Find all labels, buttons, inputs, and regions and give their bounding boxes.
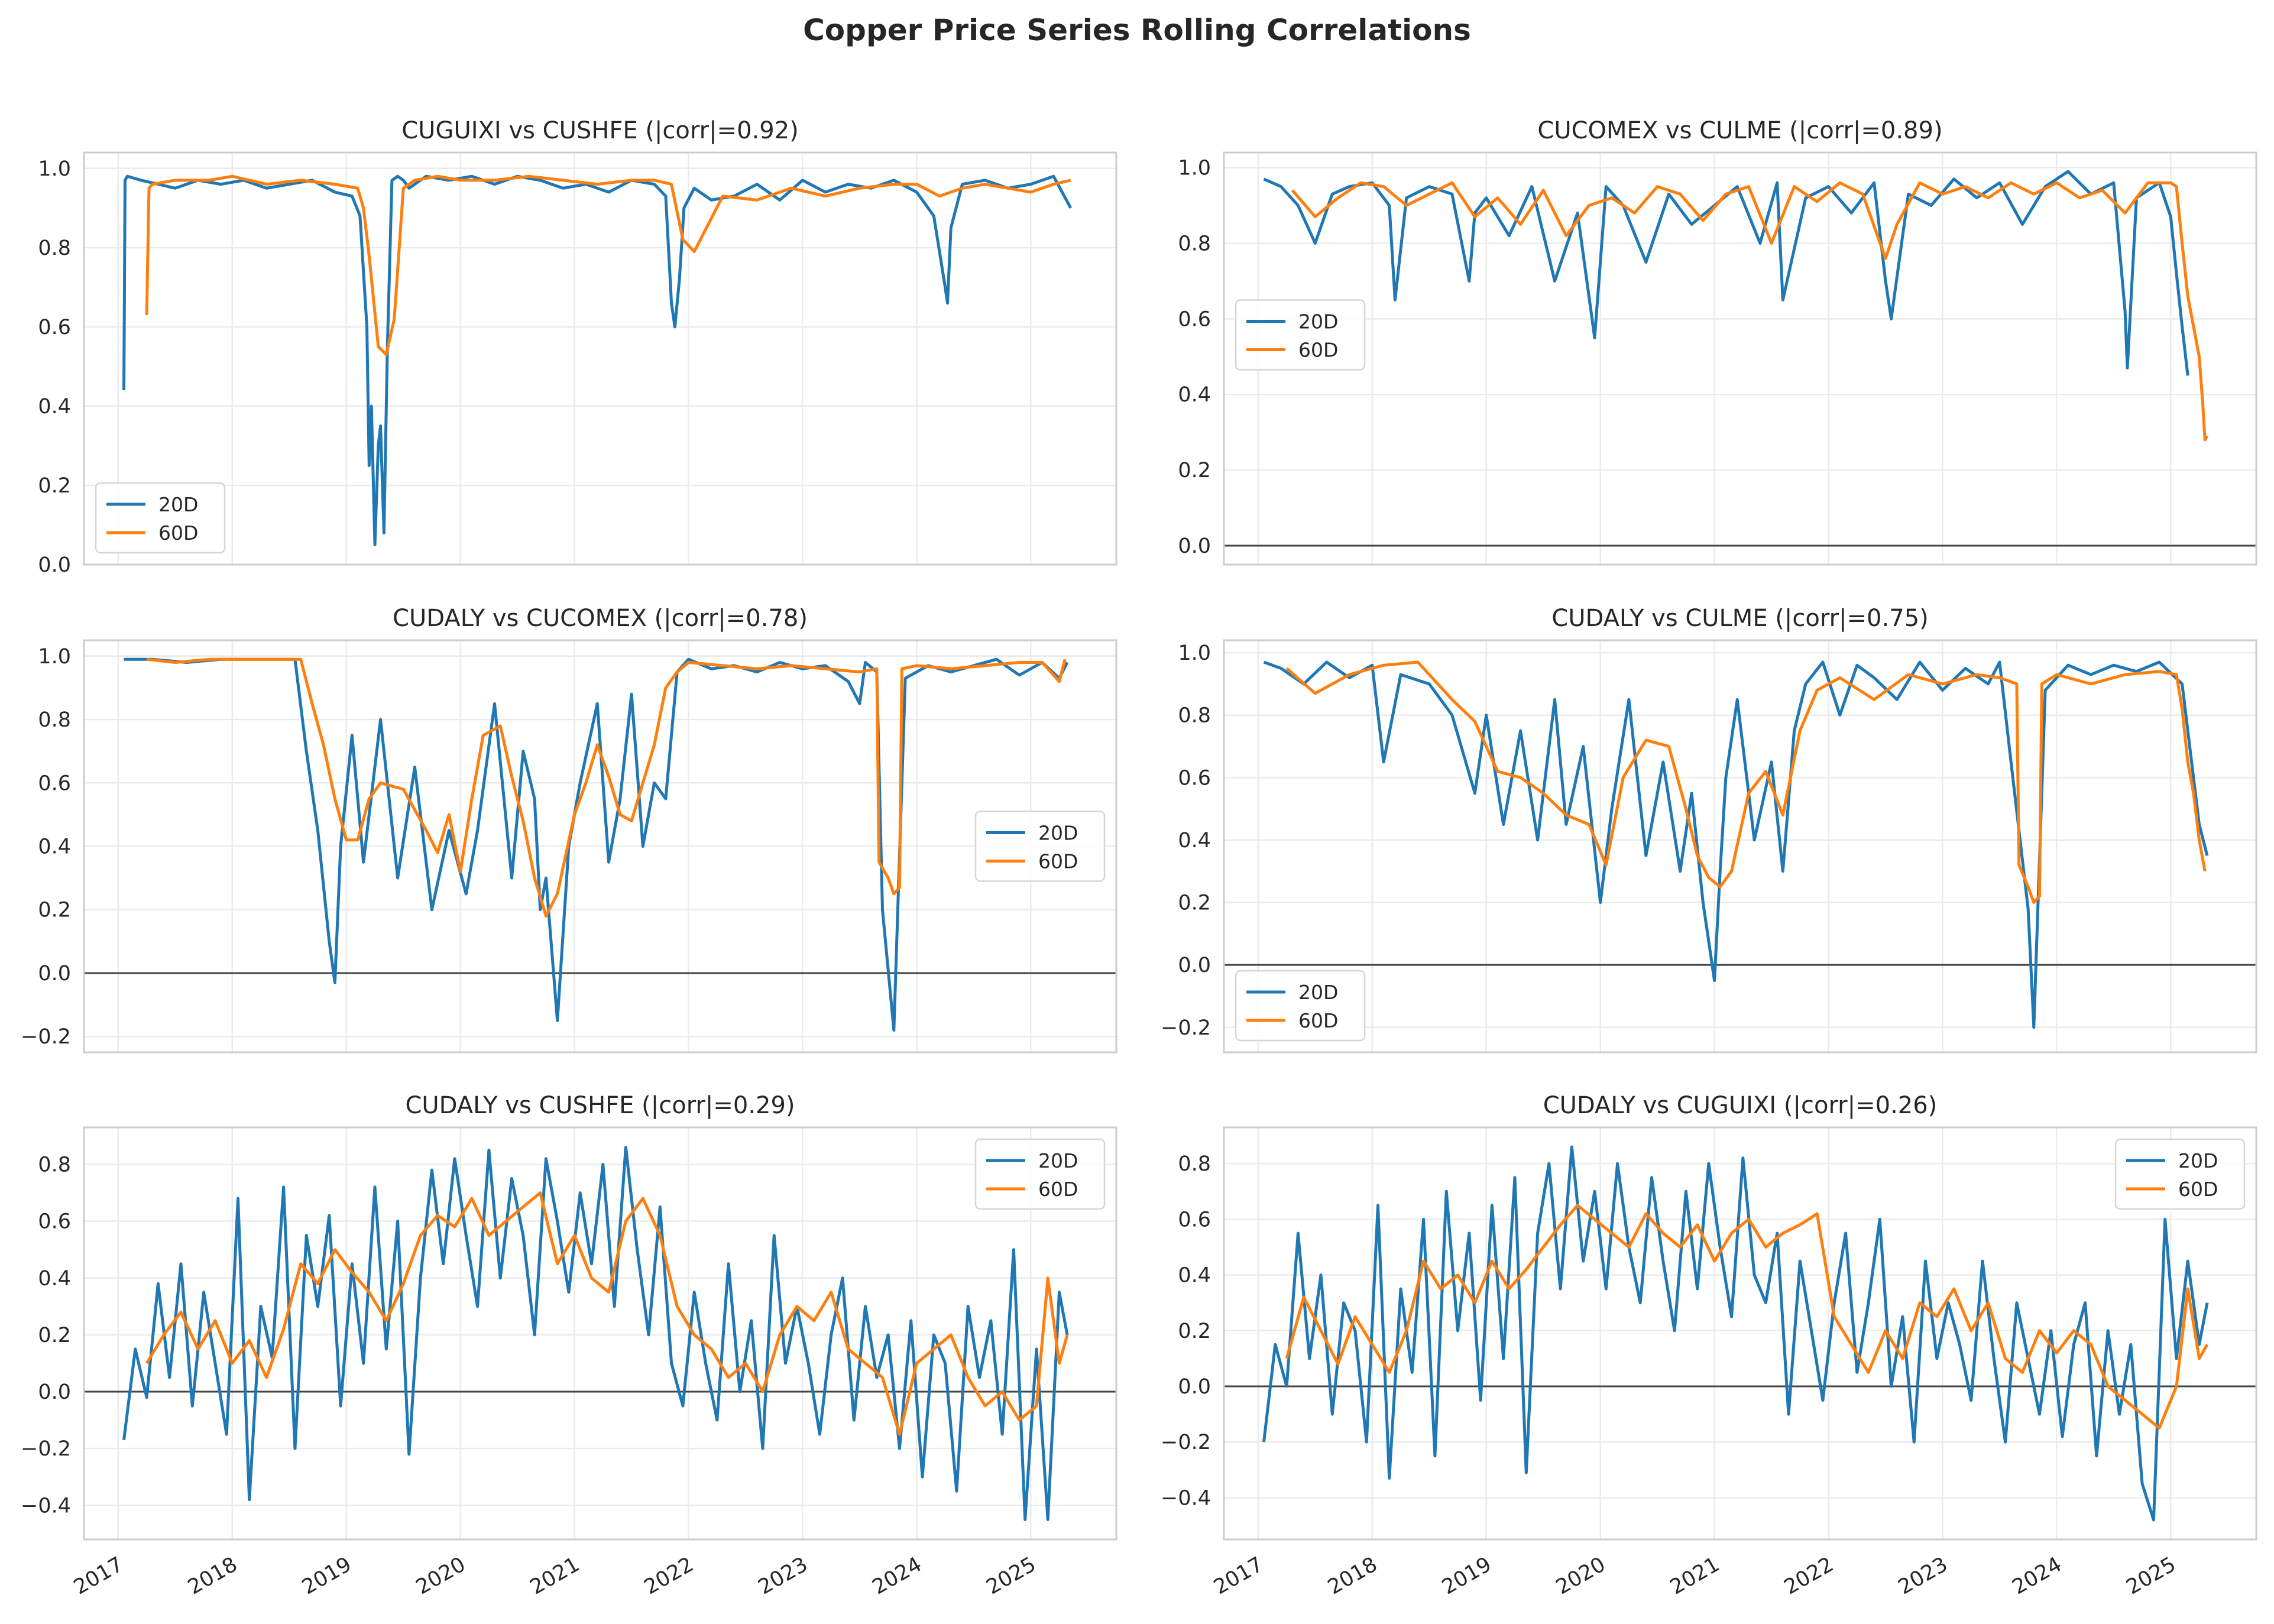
y-tick-label: 0.6 [38,1210,71,1234]
legend-label: 20D [158,493,198,516]
y-tick-label: 0.8 [38,1153,71,1176]
y-tick-label: −0.2 [1161,1016,1211,1040]
chart-panel-2: 0.0 0.2 0.4 0.6 0.8 1.0 CUCOMEX vs CULME (|cor… [1178,117,2257,566]
legend-label: 60D [1038,1178,1078,1201]
y-tick-label: 1.0 [1178,641,1211,665]
y-tick-label: −0.4 [1161,1486,1211,1510]
y-tick-label: −0.2 [21,1025,71,1049]
legend-frame [95,482,226,554]
y-tick-label: 0.8 [38,708,71,732]
legend-label: 60D [1298,339,1338,362]
series-line-60d [1285,1204,2209,1430]
y-tick-label: 0.4 [1178,829,1211,852]
panel-title: CUCOMEX vs CULME (|corr|=0.89) [1537,117,1942,144]
legend-label: 60D [2178,1178,2218,1201]
panel-title: CUDALY vs CUCOMEX (|corr|=0.78) [393,605,808,632]
panel-title: CUDALY vs CUSHFE (|corr|=0.29) [405,1092,795,1119]
series-line-60d [145,174,1071,356]
y-tick-label: 0.0 [38,1380,71,1404]
y-tick-label: 0.2 [1178,892,1211,915]
panel-title: CUGUIXI vs CUSHFE (|corr|=0.92) [401,117,798,144]
chart-panel-4: −0.2 0.0 0.2 0.4 0.6 0.8 1.0 CUDALY vs CULME (|… [1161,605,2257,1054]
y-tick-label: 0.6 [38,772,71,795]
panel-title: CUDALY vs CULME (|corr|=0.75) [1551,605,1928,632]
y-tick-label: 0.6 [1178,1208,1211,1231]
chart-panel-5: −0.4 −0.2 0.0 0.2 0.4 0.6 0.8 CUDALY vs CUSHFE … [21,1092,1117,1599]
legend-label: 20D [2178,1149,2218,1172]
series-line-20d [1263,660,2209,1029]
y-tick-label: 0.2 [38,474,71,498]
plot-border [83,639,1117,1054]
series-line-60d [146,657,1067,918]
legend-frame [974,1138,1106,1210]
y-tick-label: 0.8 [1178,704,1211,728]
legend-label: 60D [1298,1009,1338,1032]
panel-title: CUDALY vs CUGUIXI (|corr|=0.26) [1543,1092,1938,1119]
y-tick-label: 0.0 [1178,954,1211,977]
panels: 0.0 0.2 0.4 0.6 0.8 1.0 CUGUIXI vs CUSHFE (|co… [21,117,2257,1599]
y-tick-label: 0.2 [38,899,71,922]
series-line-60d [1285,660,2207,904]
y-tick-label: −0.2 [21,1437,71,1461]
plot-border [1223,151,2257,566]
legend-frame [1235,970,1366,1042]
y-tick-label: 0.0 [38,962,71,986]
y-tick-label: 0.0 [38,553,71,577]
plot-area [1223,639,2257,1054]
legend-frame [1235,299,1366,371]
y-tick-label: 0.4 [38,395,71,419]
legend-frame [2114,1138,2246,1210]
y-tick-label: 0.4 [38,1267,71,1291]
y-tick-label: 0.8 [1178,1152,1211,1176]
legend-label: 60D [158,521,198,544]
y-tick-label: 0.6 [38,316,71,339]
y-tick-label: −0.2 [1161,1431,1211,1454]
legend-label: 60D [1038,850,1078,873]
y-tick-label: 1.0 [38,645,71,669]
plot-area [83,151,1117,566]
y-tick-label: 0.0 [1178,534,1211,558]
chart-panel-1: 0.0 0.2 0.4 0.6 0.8 1.0 CUGUIXI vs CUSHFE (|co… [38,117,1117,577]
legend-frame [974,811,1106,882]
y-tick-label: 0.4 [1178,1264,1211,1288]
y-tick-label: 0.4 [1178,383,1211,407]
chart-panel-3: −0.2 0.0 0.2 0.4 0.6 0.8 1.0 CUDALY vs CUCOMEX … [21,605,1117,1054]
plot-border [83,151,1117,566]
y-tick-label: 0.6 [1178,307,1211,331]
legend-label: 20D [1298,981,1338,1004]
y-tick-label: 0.2 [38,1324,71,1347]
y-tick-label: 0.0 [1178,1375,1211,1399]
series-line-60d [1291,181,2209,442]
series-line-20d [124,657,1069,1032]
y-tick-label: 0.2 [1178,1320,1211,1343]
plot-border [1223,1126,2257,1541]
plot-border [83,1126,1117,1541]
legend-label: 20D [1038,1149,1078,1172]
plot-border [1223,639,2257,1054]
plot-area [1223,151,2257,566]
figure-title: Copper Price Series Rolling Correlations [803,13,1471,47]
y-tick-label: 1.0 [1178,157,1211,180]
chart-panel-6: −0.4 −0.2 0.0 0.2 0.4 0.6 0.8 CUDALY vs CUGUIXI… [1161,1092,2257,1599]
series-line-60d [145,1191,1069,1436]
series-line-20d [122,174,1073,546]
legend-label: 20D [1298,310,1338,333]
y-tick-label: 0.8 [38,236,71,260]
y-tick-label: 1.0 [38,157,71,181]
y-tick-label: 0.8 [1178,232,1211,255]
legend-label: 20D [1038,822,1078,845]
y-tick-label: 0.6 [1178,766,1211,790]
y-tick-label: −0.4 [21,1494,71,1518]
y-tick-label: 0.4 [38,835,71,859]
y-tick-label: 0.2 [1178,459,1211,482]
series-line-20d [122,1146,1069,1521]
